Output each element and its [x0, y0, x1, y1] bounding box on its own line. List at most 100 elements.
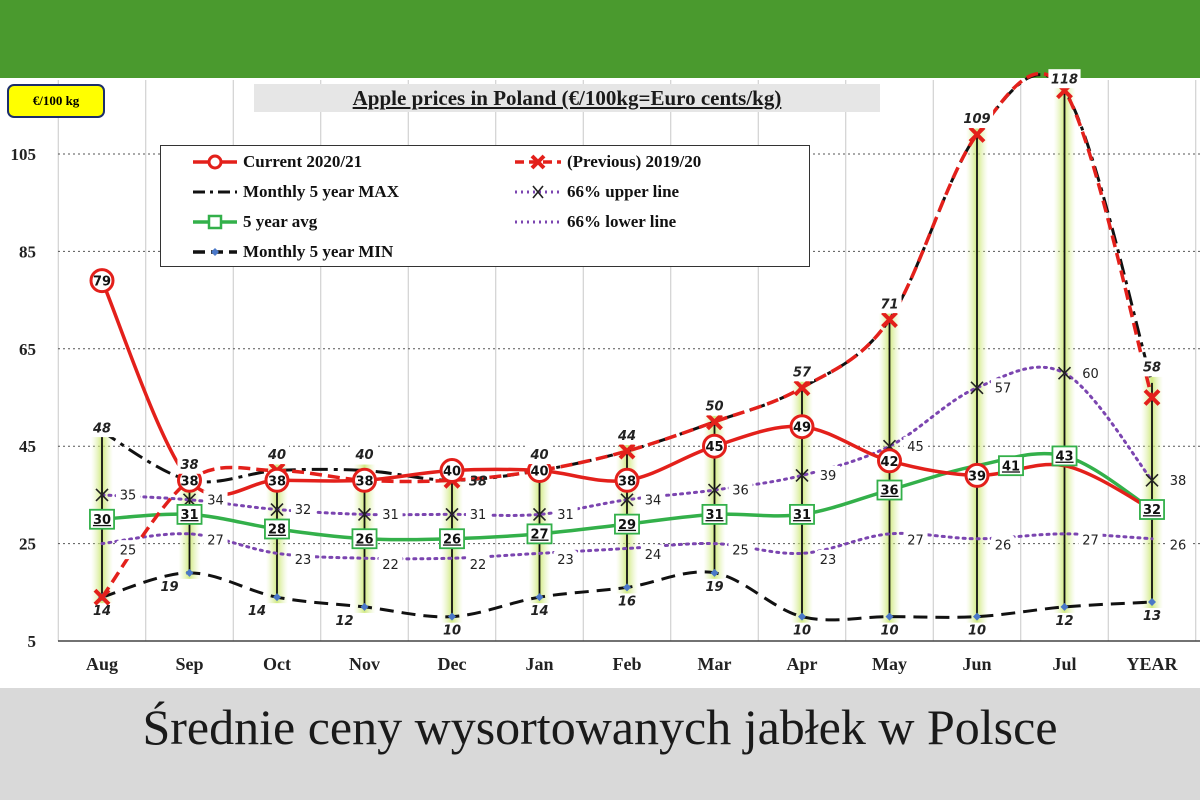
avg-value-label-box: [1139, 499, 1165, 520]
marker-min: [535, 593, 544, 602]
legend-current-marker: [193, 154, 237, 170]
marker-previous: [793, 379, 811, 397]
marker-min: [1060, 602, 1069, 611]
min-value-label: 14: [93, 604, 111, 619]
marker-previous: [1143, 389, 1161, 406]
max-value-label: 40: [267, 448, 286, 463]
marker-current: [702, 433, 727, 459]
x-tick-label: YEAR: [1126, 654, 1178, 674]
marker-current: [352, 467, 377, 493]
legend-max-marker: [193, 190, 237, 194]
min-value-label: 12: [1055, 614, 1073, 629]
marker-current: [89, 268, 115, 294]
x-tick-label: Feb: [613, 654, 642, 674]
upper-value-label: 34: [207, 493, 224, 508]
legend-avg-label: 5 year avg: [243, 212, 318, 231]
upper-value-label-box: [115, 485, 141, 505]
x-tick-label: Apr: [787, 654, 818, 674]
max-value-label-box: [702, 396, 727, 416]
lower-value-label-box: [640, 544, 666, 564]
y-tick-label: 25: [19, 535, 36, 554]
legend-previous-label: (Previous) 2019/20: [567, 152, 702, 171]
max-value-label: 109: [963, 112, 990, 127]
chart-legend: Current 2020/21 (Previous) 2019/20 Month…: [160, 145, 810, 267]
lower-value-label: 24: [645, 548, 662, 563]
marker-min: [798, 612, 806, 621]
marker-previous: [618, 442, 636, 460]
lower-value-label-box: [290, 549, 316, 569]
legend-min-label: Monthly 5 year MIN: [243, 242, 394, 261]
marker-min: [973, 612, 981, 621]
avg-value-label: 28: [268, 523, 286, 538]
x-tick-label: Nov: [349, 654, 380, 674]
marker-min: [273, 593, 281, 602]
lower-value-label-box: [1165, 535, 1191, 555]
upper-value-label-box: [465, 504, 491, 524]
marker-upper: [707, 483, 722, 497]
upper-value-label: 34: [645, 493, 662, 508]
x-tick-label: Dec: [438, 654, 467, 674]
marker-upper: [1145, 473, 1159, 487]
x-tick-label: Aug: [86, 654, 118, 674]
lower-value-label-box: [115, 540, 141, 560]
max-value-label: 71: [880, 297, 898, 312]
upper-value-label: 31: [382, 508, 399, 523]
unit-badge: €/100 kg: [7, 84, 105, 118]
legend-lower: 66% lower line: [513, 209, 676, 235]
marker-upper: [795, 468, 809, 482]
marker-current: [877, 448, 902, 474]
upper-value-label-box: [728, 480, 753, 500]
current-value-label: 49: [793, 421, 811, 436]
avg-value-label-box: [998, 455, 1024, 477]
legend-current-label: Current 2020/21: [243, 152, 363, 171]
min-value-label: 13: [1143, 609, 1161, 624]
avg-value-label-box: [876, 479, 903, 501]
upper-value-label: 45: [907, 440, 924, 455]
max-value-label-box: [960, 109, 994, 129]
max-value-label-box: [1048, 69, 1081, 89]
upper-value-label-box: [815, 465, 841, 485]
y-tick-label: 105: [11, 145, 37, 164]
lower-value-label-box: [903, 530, 928, 550]
marker-min: [448, 612, 456, 621]
current-value-label: 40: [530, 465, 548, 480]
avg-value-label: 27: [530, 528, 548, 543]
y-tick-label: 85: [19, 242, 36, 261]
lower-value-label-box: [728, 540, 753, 560]
legend-previous-marker: [515, 154, 561, 170]
avg-value-label-box: [351, 528, 378, 550]
y-tick-label: 5: [28, 632, 37, 651]
legend-avg: 5 year avg: [191, 209, 317, 235]
min-value-label: 19: [160, 580, 178, 595]
avg-value-label: 43: [1055, 450, 1073, 465]
current-value-label: 40: [443, 465, 461, 480]
avg-value-label: 31: [180, 508, 198, 523]
marker-upper: [1057, 366, 1072, 380]
avg-value-label-box: [701, 503, 728, 525]
legend-upper: 66% upper line: [513, 179, 679, 205]
y-tick-label: 45: [19, 437, 36, 456]
price-chart: 5 25 45 65 85 105 30 31 28 26 26 27 29 31 31 36 41 43 32 79…: [11, 69, 1200, 674]
marker-current: [964, 462, 990, 488]
legend-max-label: Monthly 5 year MAX: [243, 182, 399, 201]
upper-value-label-box: [990, 378, 1016, 398]
upper-value-label-box: [553, 504, 578, 524]
series-line-lower: [100, 531, 1154, 561]
upper-value-label: 57: [995, 381, 1012, 396]
lower-value-label-box: [465, 554, 491, 574]
marker-upper: [532, 507, 547, 521]
marker-current: [614, 467, 640, 493]
legend-min: Monthly 5 year MIN: [191, 239, 393, 265]
lower-value-label: 23: [820, 553, 837, 568]
upper-value-label: 36: [732, 484, 749, 499]
lower-value-label: 27: [907, 534, 924, 549]
marker-previous: [881, 311, 898, 328]
max-value-label-box: [177, 454, 202, 474]
max-value-label: 40: [354, 448, 373, 463]
upper-value-label-box: [1078, 363, 1103, 383]
avg-value-label: 31: [793, 508, 811, 523]
lower-value-label: 22: [470, 558, 487, 573]
upper-value-label-box: [1165, 470, 1191, 490]
min-value-label: 16: [618, 594, 636, 609]
x-tick-label: May: [872, 654, 907, 674]
